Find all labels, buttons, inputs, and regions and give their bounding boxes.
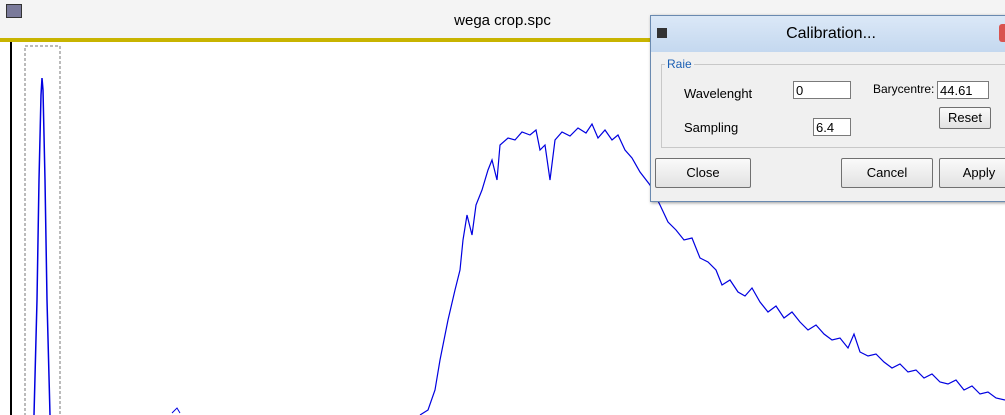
spectrum-blip	[171, 407, 181, 414]
group-label: Raie	[665, 57, 694, 71]
close-x[interactable]	[999, 24, 1005, 42]
sampling-input[interactable]: 6.4	[813, 118, 851, 136]
dialog-icon	[657, 28, 667, 38]
close-button[interactable]: Close	[655, 158, 751, 188]
window-title: wega crop.spc	[454, 12, 551, 29]
dialog-title: Calibration...	[786, 25, 876, 42]
barycentre-label: Barycentre:	[873, 82, 935, 96]
app-icon	[6, 4, 22, 18]
spectrum-curve	[419, 122, 1005, 415]
cancel-button[interactable]: Cancel	[841, 158, 933, 188]
dialog-titlebar: Calibration...	[651, 16, 1005, 52]
spectrum-peak	[33, 77, 51, 415]
barycentre-input[interactable]: 44.61	[937, 81, 989, 99]
group-box	[661, 64, 1005, 148]
sampling-label: Sampling	[684, 120, 739, 135]
apply-button[interactable]: Apply	[939, 158, 1005, 188]
wavelength-label: Wavelenght	[684, 86, 753, 101]
selection-box	[24, 45, 61, 415]
plot-area	[10, 42, 1005, 415]
calibration-dialog: Calibration... Raie Wavelenght 0 Barycen…	[650, 15, 1005, 202]
wavelength-input[interactable]: 0	[793, 81, 851, 99]
reset-button[interactable]: Reset	[939, 107, 991, 129]
